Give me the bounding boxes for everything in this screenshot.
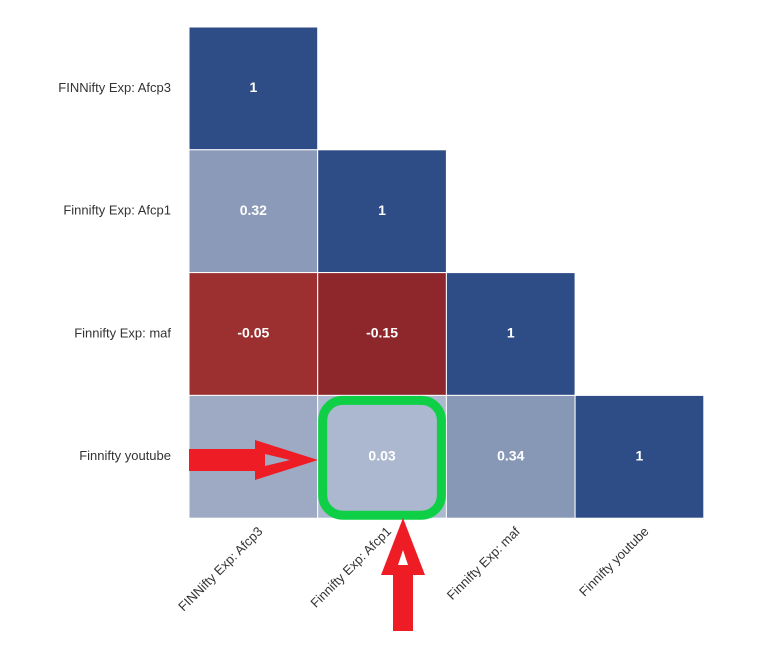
x-tick-label: Finnifty Exp: maf <box>444 523 523 602</box>
heatmap-cell <box>188 26 319 151</box>
heatmap-cell <box>445 272 576 396</box>
cell-value-label: 1 <box>636 448 644 464</box>
heatmap-cell <box>188 272 319 396</box>
y-tick-label: Finnifty Exp: Afcp1 <box>63 203 171 218</box>
cell-value-label: -0.05 <box>237 325 269 341</box>
heatmap-cell <box>574 394 705 519</box>
cell-value-label: 1 <box>378 202 386 218</box>
arrow-inner <box>265 454 290 466</box>
cell-value-label: 0.34 <box>497 448 524 464</box>
y-tick-label: Finnifty youtube <box>79 448 171 463</box>
highlight-box <box>318 395 446 520</box>
cell-value-label: 1 <box>249 79 257 95</box>
cell-value-label: -0.15 <box>366 325 398 341</box>
heatmap-cell <box>317 272 447 396</box>
arrow-inner <box>398 550 408 565</box>
y-tick-label: FINNifty Exp: Afcp3 <box>58 80 171 95</box>
heatmap-cell <box>317 149 447 274</box>
heatmap-cell <box>445 394 576 519</box>
heatmap-cell <box>188 149 319 274</box>
right-arrow-annotation <box>189 440 318 480</box>
x-tick-label: Finnifty Exp: Afcp1 <box>307 524 394 611</box>
up-arrow-annotation <box>381 518 425 631</box>
cell-value-label: 0.03 <box>368 448 395 464</box>
heatmap-cell <box>317 394 447 519</box>
y-tick-label: Finnifty Exp: maf <box>74 325 171 340</box>
x-tick-label: Finnifty youtube <box>576 524 652 600</box>
cell-value-label: 1 <box>507 325 515 341</box>
cell-value-label: 0.32 <box>240 202 267 218</box>
x-tick-label: FINNifty Exp: Afcp3 <box>175 524 265 614</box>
